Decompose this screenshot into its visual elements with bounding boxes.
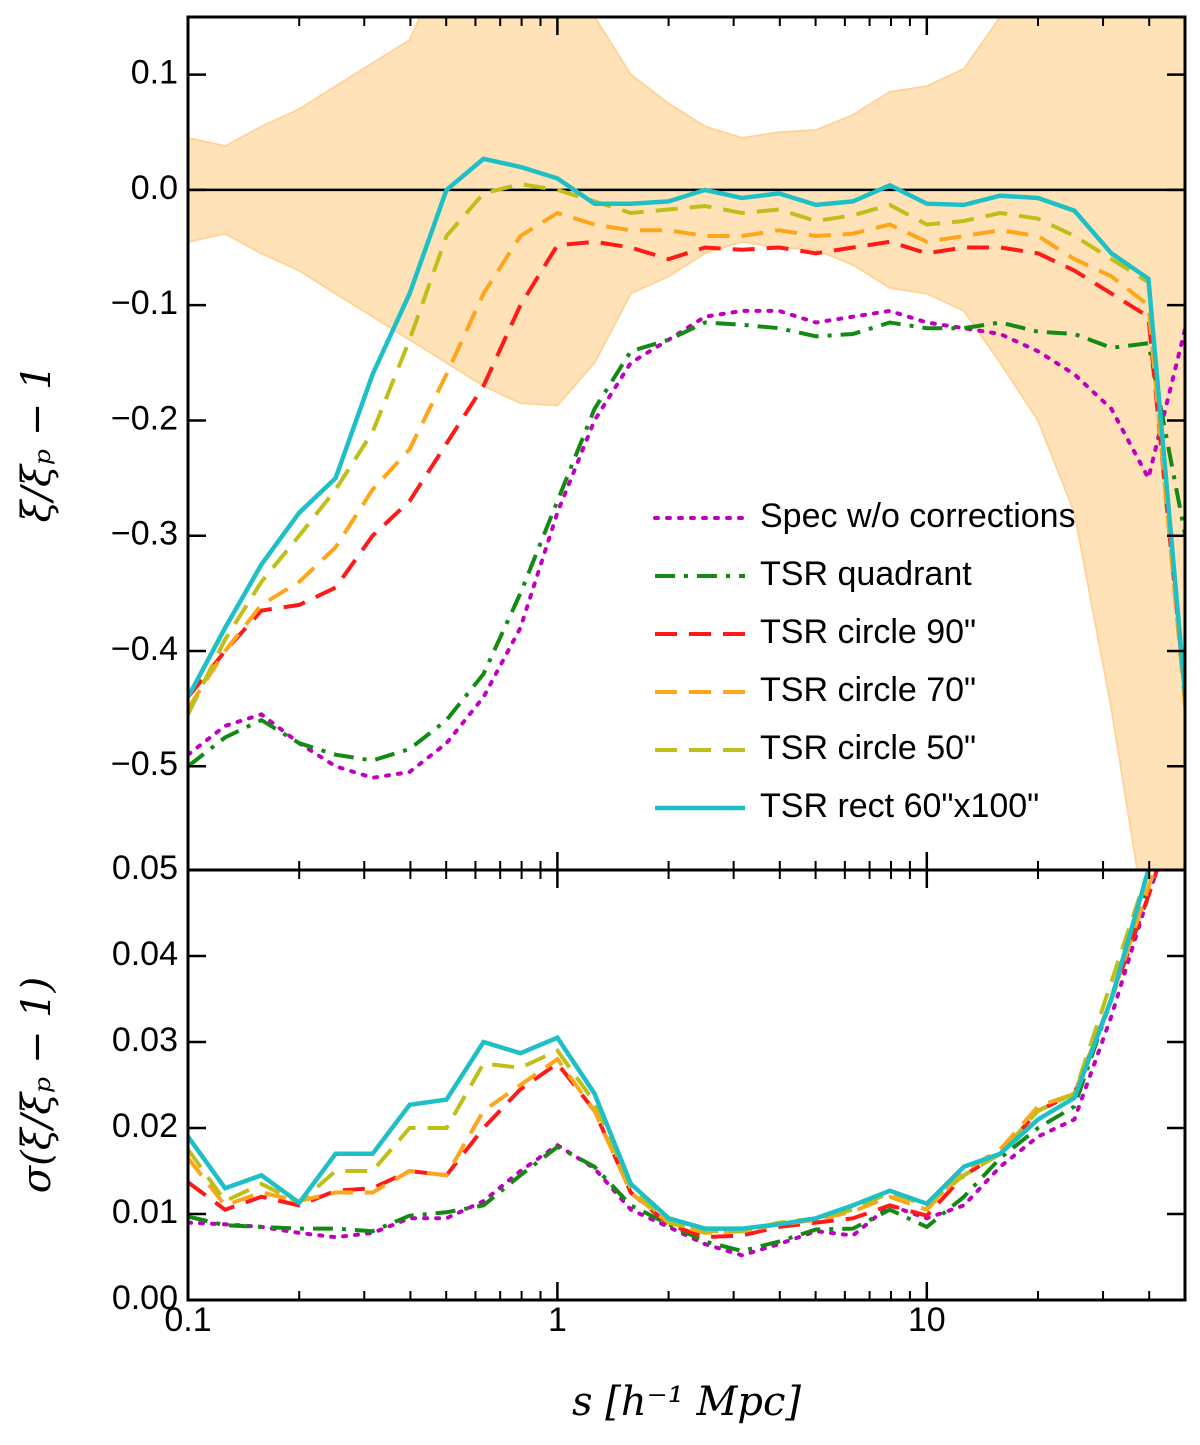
y-tick-label: −0.3 xyxy=(111,515,178,553)
series-line xyxy=(188,210,1185,710)
y-tick-label: 0.05 xyxy=(112,849,178,887)
y-tick-label: 0.04 xyxy=(112,935,178,973)
x-tick-label: 1 xyxy=(548,1301,567,1339)
series-line xyxy=(188,870,1160,1240)
axes: 0.1 0.0 −0.1 −0.2 −0.3 −0.4 −0.5 ξ/ξₚ − 1 Spec w… xyxy=(14,15,1187,1425)
y-tick-label: −0.2 xyxy=(111,399,178,437)
series-line xyxy=(188,870,1160,1258)
axes-frame xyxy=(186,15,1187,1302)
y-axis-label: ξ/ξₚ − 1 xyxy=(14,365,60,523)
series-line xyxy=(188,870,1157,1254)
x-axis-label: s [h⁻¹ Mpc] xyxy=(572,1379,801,1425)
y-tick-label: 0.02 xyxy=(112,1107,178,1145)
legend-label: TSR circle 70" xyxy=(760,671,976,709)
y-tick-label: 0.01 xyxy=(112,1193,178,1231)
legend-label: TSR circle 90" xyxy=(760,613,976,651)
y-tick-label: 0.03 xyxy=(112,1021,178,1059)
error-band xyxy=(188,17,1185,870)
y-tick-label: 0.00 xyxy=(112,1279,178,1317)
bottom-plot-area xyxy=(188,870,1160,1258)
legend-label: TSR quadrant xyxy=(760,555,972,593)
x-tick-label: 0.1 xyxy=(164,1301,211,1339)
series-line xyxy=(188,320,1185,768)
legend: Spec w/o corrections TSR quadrant TSR circ… xyxy=(653,497,1076,825)
legend-label: TSR circle 50" xyxy=(760,729,976,767)
y-tick-label: −0.1 xyxy=(111,284,178,322)
legend-label: TSR rect 60"x100" xyxy=(760,787,1039,825)
y-tick-label: −0.5 xyxy=(111,745,178,783)
y-tick-label: 0.0 xyxy=(131,169,178,207)
legend-label: Spec w/o corrections xyxy=(760,497,1076,535)
y-tick-label: 0.1 xyxy=(131,54,178,92)
series-line xyxy=(188,308,1185,780)
top-plot-area xyxy=(188,17,1185,870)
series-line xyxy=(188,182,1185,716)
series-line xyxy=(188,239,1185,699)
series-line xyxy=(188,870,1151,1234)
series-line xyxy=(188,156,1185,699)
y-axis-label: σ(ξ/ξₚ − 1) xyxy=(14,977,60,1193)
series-line xyxy=(188,870,1157,1235)
x-tick-label: 10 xyxy=(908,1301,946,1339)
y-tick-label: −0.4 xyxy=(111,630,178,668)
series-line xyxy=(188,870,1151,1231)
